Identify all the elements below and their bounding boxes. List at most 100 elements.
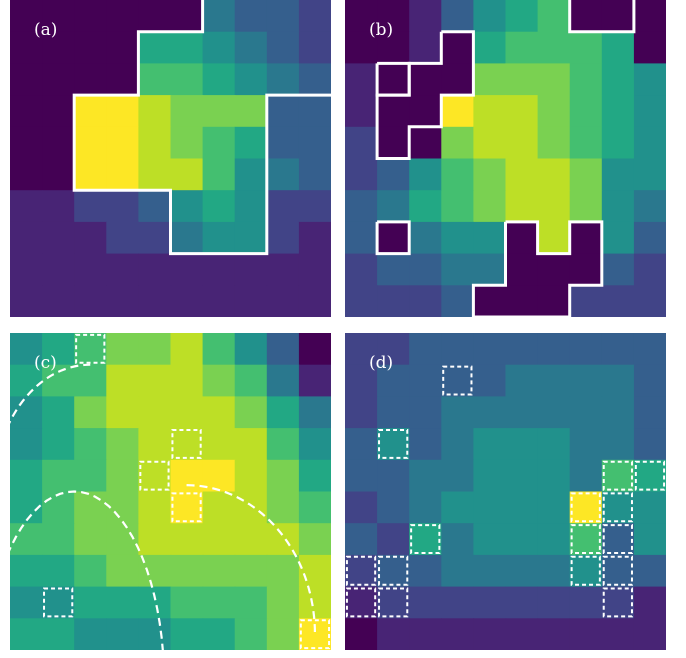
panel-c: (c) (10, 333, 331, 650)
heatmap-cell (10, 428, 43, 461)
heatmap-cell (10, 126, 43, 160)
panel-label-d: (d) (369, 353, 394, 373)
heatmap-cell (170, 586, 204, 619)
heatmap-cell (569, 396, 603, 429)
heatmap-cell (505, 523, 539, 556)
region-outline (570, 0, 634, 32)
heatmap-cell (537, 253, 571, 286)
heatmap-cell (601, 364, 635, 398)
heatmap-cell (505, 0, 539, 33)
heatmap-cell (409, 253, 442, 286)
heatmap-cell (569, 491, 603, 524)
heatmap-cell (298, 364, 331, 398)
heatmap-cell (441, 618, 475, 650)
heatmap-cell (345, 554, 378, 588)
heatmap-cell (345, 31, 378, 65)
heatmap-cell (138, 0, 172, 33)
heatmap-cell (266, 221, 300, 255)
heatmap-cell (266, 158, 300, 191)
heatmap-cell (202, 63, 236, 96)
heatmap-cell (377, 364, 410, 398)
heatmap-cell (601, 491, 635, 524)
heatmap-c (10, 333, 331, 650)
heatmap-cell (409, 554, 442, 588)
heatmap-cell (10, 95, 43, 128)
heatmap-cell (345, 221, 378, 255)
heatmap-cell (234, 95, 268, 128)
highlight-box (379, 430, 407, 458)
heatmap-cell (298, 523, 331, 556)
heatmap-cell (345, 95, 378, 128)
heatmap-cell (74, 253, 107, 286)
heatmap-cell (42, 523, 75, 556)
heatmap-cell (42, 285, 75, 317)
heatmap-cell (473, 586, 507, 619)
heatmap-cell (202, 618, 236, 650)
heatmap-cell (505, 285, 539, 317)
heatmap-cell (473, 333, 507, 366)
heatmap-cell (601, 31, 635, 65)
heatmap-cell (601, 190, 635, 223)
heatmap-cell (298, 190, 331, 223)
heatmap-cell (409, 0, 442, 33)
heatmap-cell (633, 63, 666, 96)
heatmap-cell (505, 253, 539, 286)
heatmap-cell (106, 63, 140, 96)
heatmap-cell (441, 523, 475, 556)
heatmap-cell (202, 523, 236, 556)
heatmap-cell (377, 285, 410, 317)
heatmap-cell (409, 285, 442, 317)
heatmap-cell (537, 95, 571, 128)
heatmap-cell (377, 523, 410, 556)
heatmap-cell (138, 126, 172, 160)
heatmap-cell (42, 364, 75, 398)
heatmap-cell (409, 63, 442, 96)
heatmap-cell (106, 0, 140, 33)
heatmap-cell (345, 63, 378, 96)
heatmap-cell (234, 396, 268, 429)
heatmap-cell (537, 586, 571, 619)
heatmap-cell (569, 364, 603, 398)
heatmap-cell (234, 285, 268, 317)
heatmap-cell (537, 190, 571, 223)
heatmap-cell (138, 158, 172, 191)
heatmap-cell (473, 364, 507, 398)
heatmap-cell (234, 586, 268, 619)
heatmap-cell (537, 285, 571, 317)
heatmap-cell (377, 158, 410, 191)
heatmap-cell (74, 554, 107, 588)
heatmap-cell (10, 0, 43, 33)
heatmap-cell (473, 396, 507, 429)
heatmap-cell (106, 396, 140, 429)
heatmap-cell (234, 459, 268, 493)
region-outline (74, 0, 331, 254)
heatmap-cell (569, 0, 603, 33)
panel-b: (b) (345, 0, 666, 317)
heatmap-cell (106, 554, 140, 588)
heatmap-cell (537, 158, 571, 191)
heatmap-cell (409, 364, 442, 398)
heatmap-cell (42, 31, 75, 65)
heatmap-cell (633, 333, 666, 366)
heatmap-cell (409, 31, 442, 65)
heatmap-cell (473, 31, 507, 65)
heatmap-cell (377, 396, 410, 429)
heatmap-cell (10, 586, 43, 619)
heatmap-cell (409, 126, 442, 160)
heatmap-cell (138, 428, 172, 461)
heatmap-cell (441, 126, 475, 160)
heatmap-cell (298, 285, 331, 317)
heatmap-cell (234, 31, 268, 65)
region-outline (377, 63, 409, 95)
heatmap-cell (298, 618, 331, 650)
heatmap-cell (633, 221, 666, 255)
heatmap-cell (601, 618, 635, 650)
heatmap-cell (473, 0, 507, 33)
heatmap-cell (10, 554, 43, 588)
heatmap-cell (505, 190, 539, 223)
heatmap-cell (42, 158, 75, 191)
heatmap-cell (633, 459, 666, 493)
heatmap-cell (74, 190, 107, 223)
heatmap-cell (234, 333, 268, 366)
heatmap-cell (74, 364, 107, 398)
